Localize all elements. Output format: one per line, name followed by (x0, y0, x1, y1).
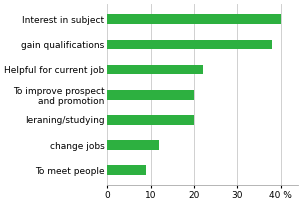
Bar (107, 115, 194, 125)
Bar (107, 65, 203, 74)
Bar (107, 165, 146, 175)
Bar (107, 14, 281, 24)
Bar (107, 140, 159, 150)
Bar (107, 40, 272, 49)
Bar (107, 90, 194, 100)
